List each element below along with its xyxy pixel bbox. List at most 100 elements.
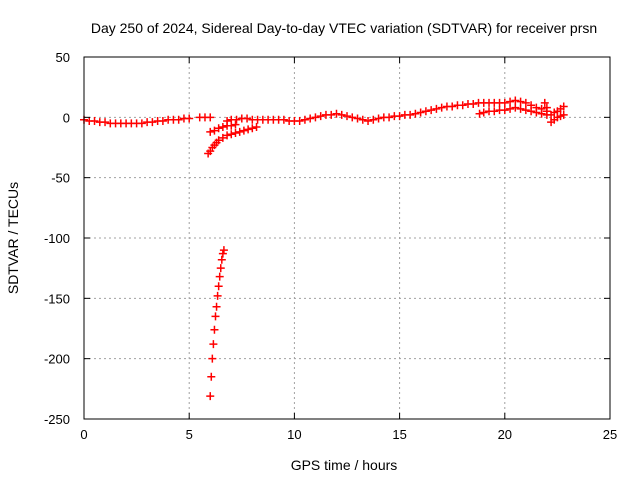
data-point — [537, 109, 546, 118]
data-point — [540, 98, 549, 107]
data-point — [479, 108, 488, 117]
data-point — [214, 282, 223, 291]
data-point — [231, 129, 240, 138]
data-point — [232, 115, 241, 124]
data-point — [448, 102, 457, 111]
data-point — [532, 108, 541, 117]
data-point — [206, 113, 215, 122]
data-point — [358, 115, 367, 124]
data-point — [364, 116, 373, 125]
data-point — [223, 131, 232, 140]
data-point — [516, 97, 525, 106]
data-markers — [80, 96, 568, 401]
data-point — [218, 249, 227, 258]
data-point — [227, 121, 236, 130]
data-point — [516, 104, 525, 113]
y-tick-label: -150 — [44, 291, 70, 306]
data-point — [279, 115, 288, 124]
x-tick-label: 15 — [392, 427, 406, 442]
data-point — [432, 104, 441, 113]
x-tick-label: 5 — [186, 427, 193, 442]
data-point — [511, 96, 520, 105]
data-point — [416, 108, 425, 117]
data-point — [101, 118, 110, 127]
data-point — [542, 103, 551, 112]
y-tick-label: -200 — [44, 352, 70, 367]
data-point — [206, 127, 215, 136]
data-point — [148, 118, 157, 127]
data-point — [218, 133, 227, 142]
data-point — [211, 312, 220, 321]
data-point — [218, 122, 227, 131]
data-point — [207, 372, 216, 381]
y-axis-label: SDTVAR / TECUs — [5, 182, 21, 294]
x-tick-label: 10 — [287, 427, 301, 442]
data-point — [174, 115, 183, 124]
data-point — [252, 122, 261, 131]
data-point — [469, 100, 478, 109]
data-point — [559, 102, 568, 111]
data-point — [137, 119, 146, 128]
y-tick-label: 0 — [63, 110, 70, 125]
data-point — [244, 125, 253, 134]
y-tick-label: -100 — [44, 231, 70, 246]
data-point — [337, 110, 346, 119]
data-point — [521, 98, 530, 107]
data-point — [213, 291, 222, 300]
data-point — [316, 112, 325, 121]
data-point — [214, 124, 223, 133]
data-point — [411, 109, 420, 118]
data-point — [300, 115, 309, 124]
data-point — [458, 101, 467, 110]
data-point — [206, 392, 215, 401]
data-point — [385, 113, 394, 122]
data-point — [327, 110, 336, 119]
data-point — [427, 106, 436, 115]
y-tick-label: -50 — [51, 171, 70, 186]
data-point — [215, 272, 224, 281]
data-point — [209, 340, 218, 349]
chart-title: Day 250 of 2024, Sidereal Day-to-day VTE… — [91, 20, 597, 36]
axis-ticks: 0 5 10 15 20 25 -250 -200 -150 -100 -50 0 50 — [44, 50, 617, 442]
data-point — [217, 255, 226, 264]
y-tick-label: 50 — [56, 50, 70, 65]
y-tick-label: -250 — [44, 412, 70, 427]
data-point — [248, 124, 257, 133]
data-point — [210, 325, 219, 334]
data-point — [306, 114, 315, 123]
data-point — [214, 136, 223, 145]
data-point — [506, 97, 515, 106]
data-point — [185, 114, 194, 123]
data-point — [235, 127, 244, 136]
data-point — [216, 264, 225, 273]
data-point — [210, 126, 219, 135]
data-point — [527, 107, 536, 116]
data-point — [311, 113, 320, 122]
data-point — [521, 106, 530, 115]
data-point — [374, 114, 383, 123]
data-point — [395, 112, 404, 121]
data-point — [227, 130, 236, 139]
x-tick-label: 25 — [603, 427, 617, 442]
data-point — [231, 120, 240, 129]
data-point — [243, 114, 252, 123]
data-point — [406, 110, 415, 119]
data-point — [506, 104, 515, 113]
data-point — [559, 110, 568, 119]
data-point — [437, 103, 446, 112]
data-point — [369, 115, 378, 124]
data-point — [500, 98, 509, 107]
data-point — [511, 103, 520, 112]
data-point — [208, 354, 217, 363]
x-tick-label: 20 — [498, 427, 512, 442]
data-point — [353, 114, 362, 123]
data-point — [212, 302, 221, 311]
data-point — [348, 113, 357, 122]
data-point — [475, 109, 484, 118]
data-point — [219, 246, 228, 255]
data-point — [490, 107, 499, 116]
x-tick-label: 0 — [80, 427, 87, 442]
data-point — [90, 116, 99, 125]
